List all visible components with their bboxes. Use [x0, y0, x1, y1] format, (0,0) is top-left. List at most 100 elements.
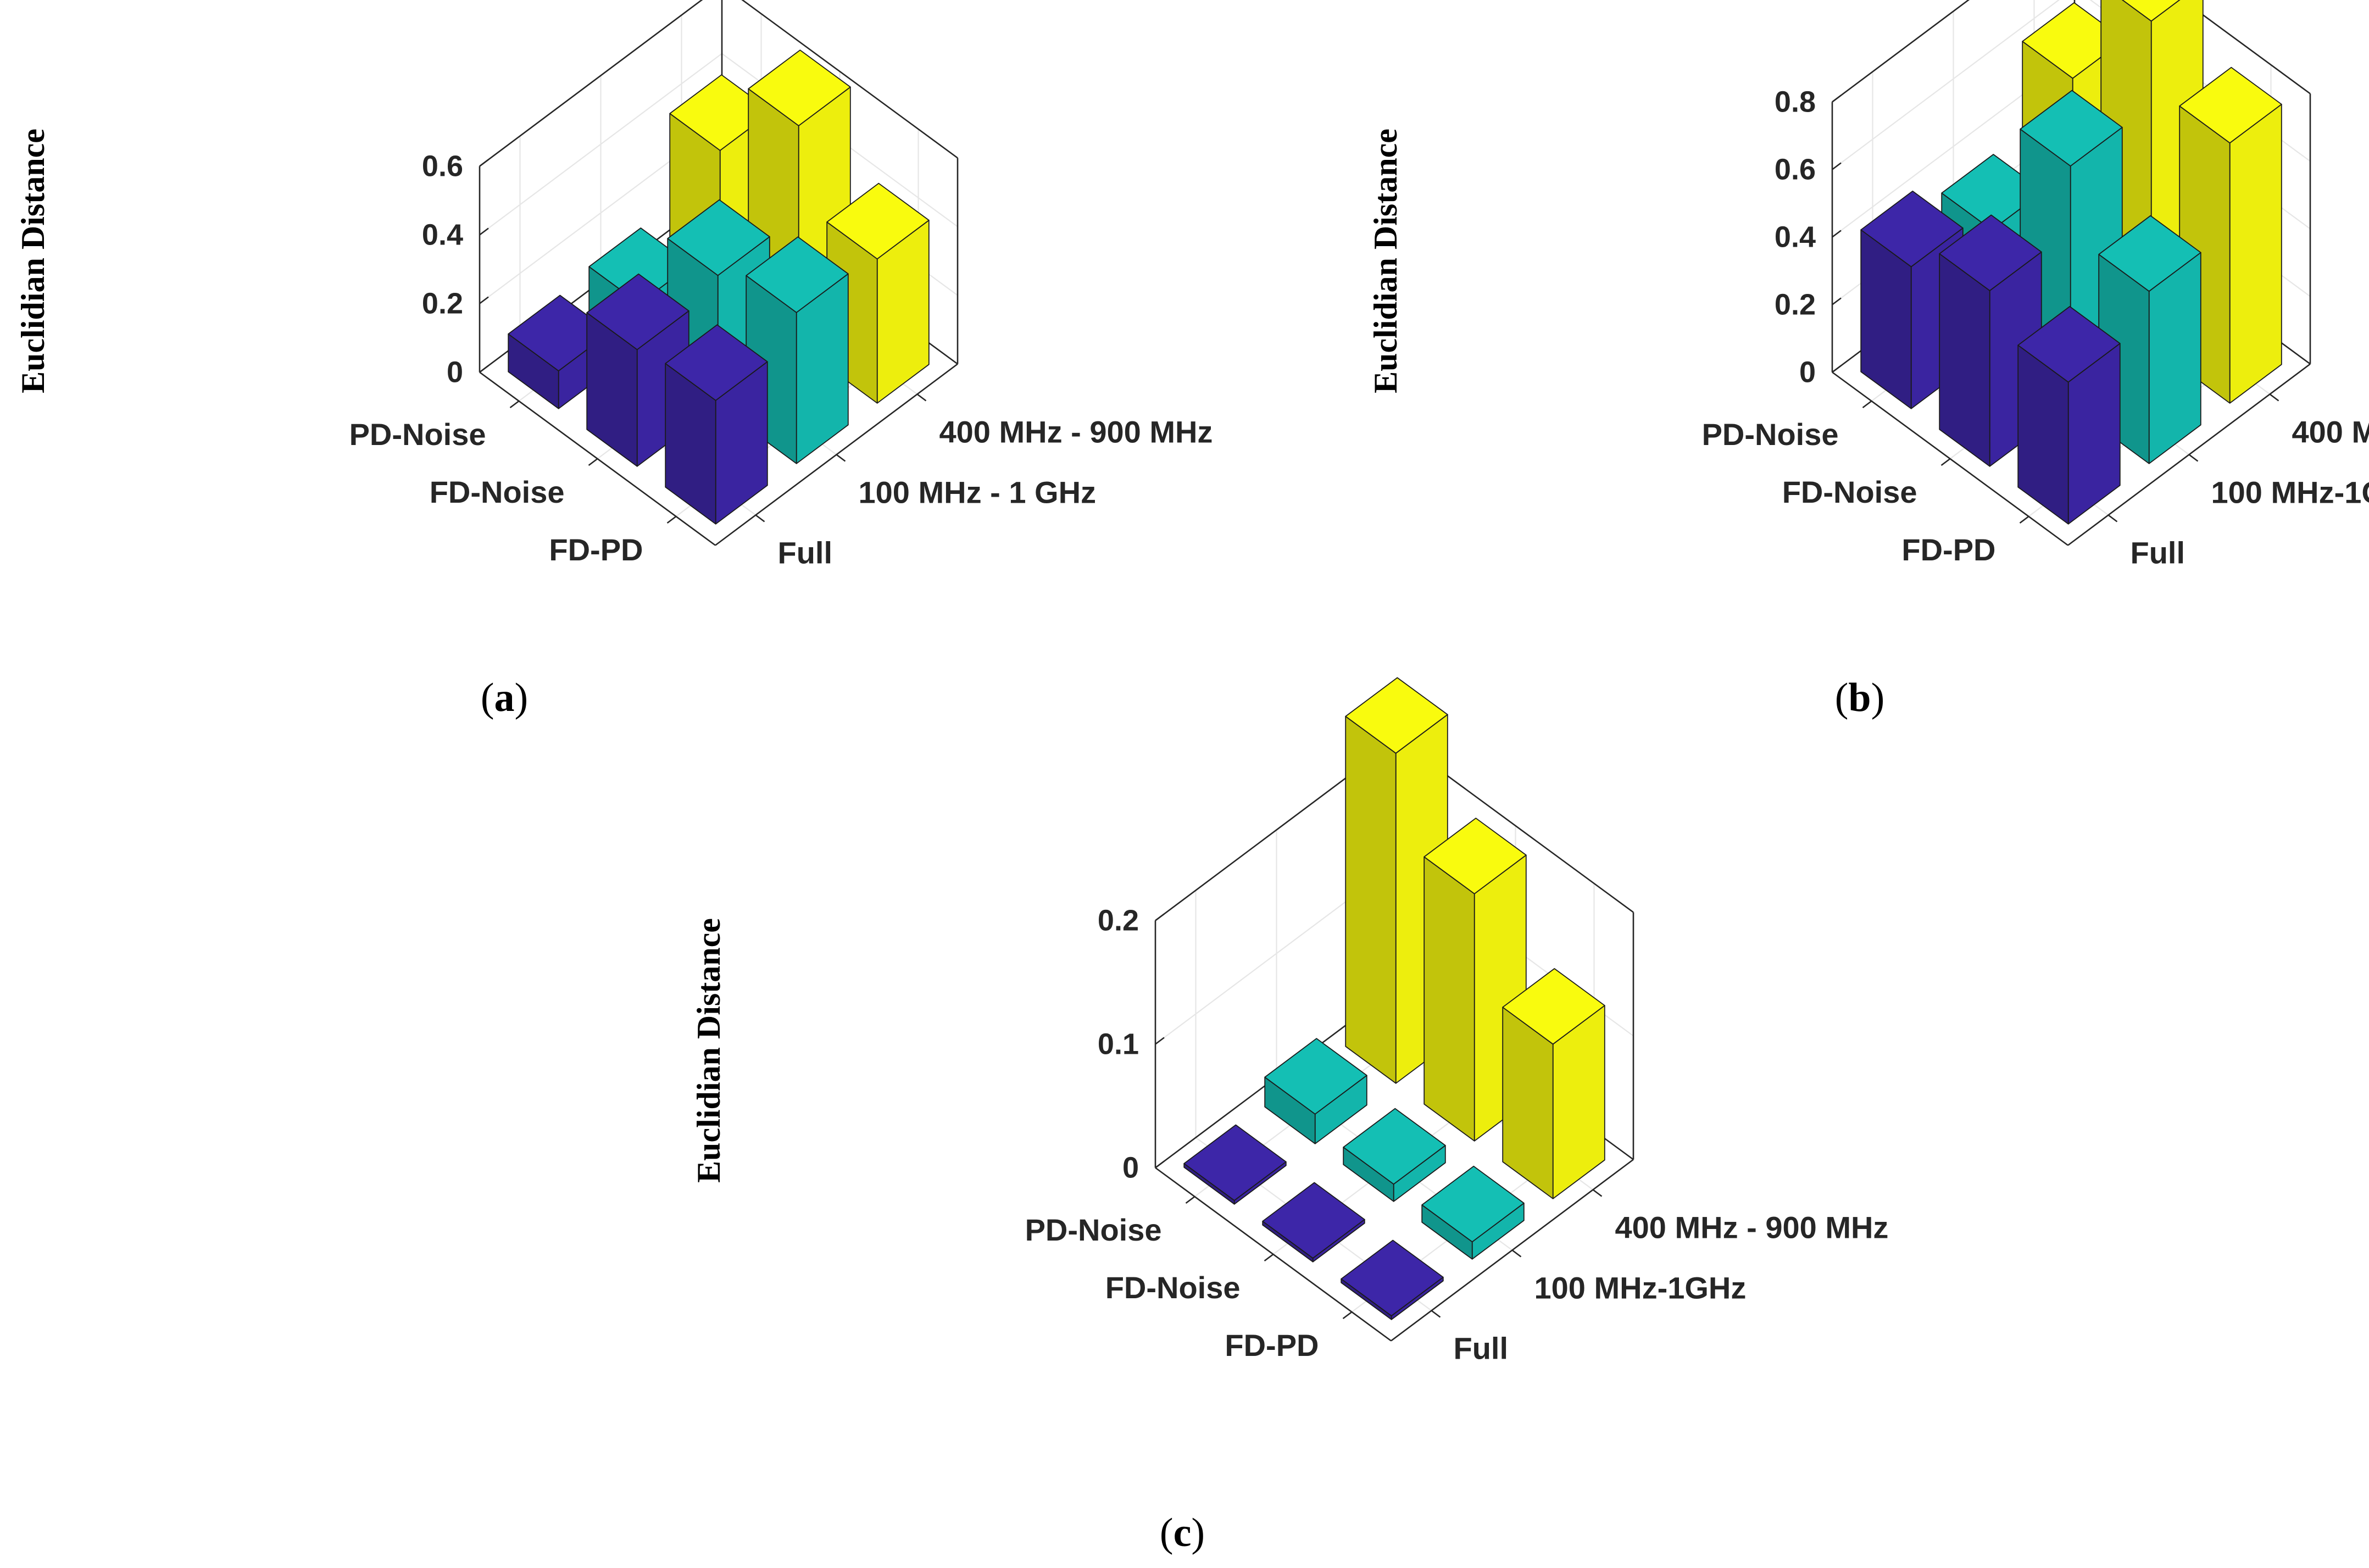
bar-PD-Noise-Full	[1183, 1124, 1287, 1205]
z-tick-mark	[1155, 1037, 1165, 1045]
chart-c: 0 0.1 0.2 FD-PD FD-Noise PD-Noise Full 100 MH…	[691, 677, 1888, 1555]
z-tick-label: 0.1	[1098, 1028, 1139, 1061]
band-tick-mark	[2107, 514, 2118, 522]
bar-front-face	[2229, 103, 2282, 404]
bar-FD-PD-100 MHz-1GHz	[2098, 215, 2201, 464]
pair-label: PD-Noise	[1025, 1213, 1162, 1247]
chart-a: 0 0.2 0.4 0.6 FD-PD FD-Noise PD-Noise Full 100…	[15, 0, 1213, 720]
pair-label: FD-PD	[1901, 532, 1995, 567]
band-tick-mark	[1431, 1310, 1441, 1318]
z-tick-label: 0	[1122, 1152, 1139, 1185]
wall-grid-line	[1832, 0, 2060, 170]
bar-top-face	[2017, 306, 2121, 383]
wall-grid-line	[479, 53, 722, 236]
band-tick-mark	[916, 393, 927, 402]
chart-c-z-axis-label: Euclidian Distance	[691, 918, 727, 1183]
bar-FD-PD-100 MHz-1GHz	[1421, 1165, 1525, 1260]
bar-FD-PD-400 MHz - 900 MHz	[1502, 968, 1605, 1199]
z-tick-label: 0.6	[1775, 153, 1816, 186]
z-tick-label: 0	[1799, 356, 1816, 389]
bar-top-face	[586, 273, 689, 351]
pair-label: PD-Noise	[349, 417, 486, 452]
band-label: Full	[2131, 536, 2186, 570]
chart-a-pair-labels: FD-PD FD-Noise PD-Noise	[349, 400, 677, 567]
bar-top-face	[746, 236, 849, 313]
chart-a-band-labels: Full 100 MHz - 1 GHz 400 MHz - 900 MHz	[755, 393, 1213, 570]
wall-top-line	[1832, 0, 1970, 103]
pair-label: FD-PD	[549, 532, 643, 567]
pair-label: FD-Noise	[430, 475, 565, 509]
z-tick-label: 0.4	[1775, 221, 1816, 254]
band-label: 100 MHz - 1 GHz	[859, 475, 1097, 510]
bar-top-face	[1423, 818, 1527, 894]
pair-label: FD-Noise	[1105, 1270, 1241, 1305]
z-tick-mark	[479, 227, 489, 236]
bar-top-face	[1421, 1165, 1525, 1243]
pair-tick-mark	[1862, 400, 1872, 409]
z-tick-label: 0.2	[1098, 904, 1139, 937]
chart-b-bars	[1860, 0, 2282, 525]
chart-a-z-axis-label: Euclidian Distance	[15, 129, 51, 393]
chart-a-bars	[508, 49, 930, 525]
bar-top-face	[1264, 1038, 1367, 1115]
band-label: Full	[1454, 1331, 1509, 1366]
bar-side-face	[1345, 716, 1397, 1084]
band-label: 100 MHz-1GHz	[2211, 475, 2369, 510]
bar-FD-PD-Full	[2017, 306, 2121, 525]
pair-label: PD-Noise	[1702, 417, 1839, 452]
chart-b-pair-labels: FD-PD FD-Noise PD-Noise	[1702, 400, 2029, 567]
bar-top-face	[1262, 1182, 1365, 1259]
chart-c-pair-labels: FD-PD FD-Noise PD-Noise	[1025, 1196, 1353, 1363]
wall-top-line	[479, 0, 703, 167]
chart-b-caption: (b)	[1835, 675, 1884, 720]
band-tick-mark	[1511, 1249, 1522, 1258]
pair-tick-mark	[1940, 458, 1951, 466]
band-label: 100 MHz-1GHz	[1534, 1271, 1747, 1305]
bar-top-face	[2020, 90, 2123, 167]
z-tick-label: 0.4	[422, 219, 463, 252]
band-tick-mark	[1592, 1189, 1603, 1197]
chart-b-z-axis-label: Euclidian Distance	[1367, 129, 1404, 393]
chart-b-caption-letter: b	[1848, 675, 1871, 720]
pair-tick-mark	[2019, 515, 2029, 524]
bar-FD-PD-100 MHz - 1 GHz	[746, 236, 849, 464]
bar-top-face	[1502, 968, 1605, 1045]
chart-b-z-ticks: 0 0.2 0.4 0.6 0.8	[1775, 86, 1842, 389]
pair-label: FD-PD	[1225, 1328, 1319, 1363]
chart-c-band-labels: Full 100 MHz-1GHz 400 MHz - 900 MHz	[1431, 1189, 1888, 1366]
chart-b-band-labels: Full 100 MHz-1GHz 400 MHz - 900 MHz	[2107, 393, 2369, 570]
bar-top-face	[1183, 1124, 1287, 1201]
bar-top-face	[2179, 66, 2282, 144]
bar-FD-PD-Full	[665, 324, 768, 525]
z-tick-mark	[1832, 230, 1842, 238]
chart-c-z-ticks: 0 0.1 0.2	[1098, 904, 1165, 1185]
bar-top-face	[826, 182, 930, 260]
bar-top-face	[1343, 1108, 1446, 1185]
chart-c-caption: (c)	[1160, 1510, 1205, 1555]
bar-PD-Noise-100 MHz-1GHz	[1264, 1038, 1367, 1144]
bar-top-face	[2121, 0, 2181, 22]
bar-FD-PD-400 MHz - 900 MHz	[2179, 66, 2282, 404]
chart-a-caption: (a)	[481, 675, 528, 720]
z-tick-label: 0.2	[1775, 288, 1816, 321]
z-tick-mark	[1832, 162, 1842, 170]
chart-b: 0 0.2 0.4 0.6 0.8 FD-PD FD-Noise PD-Noise Full…	[1367, 0, 2369, 720]
bar-top-face	[2098, 215, 2201, 292]
bar-top-face	[667, 199, 770, 276]
z-tick-label: 0.6	[422, 150, 463, 183]
band-label: 400 MHz - 900 MHz	[939, 415, 1213, 449]
bar-FD-Noise-100 MHz-1GHz	[1343, 1108, 1446, 1202]
bar-top-face	[1341, 1239, 1444, 1316]
bar-top-face	[665, 324, 768, 401]
pair-label: FD-Noise	[1782, 475, 1917, 509]
z-tick-mark	[479, 159, 489, 167]
bar-top-face	[1345, 677, 1448, 754]
pair-tick-mark	[588, 458, 598, 466]
pair-tick-mark	[1185, 1196, 1195, 1204]
band-tick-mark	[2188, 454, 2199, 462]
z-tick-label: 0.8	[1775, 86, 1816, 119]
chart-c-bars	[1183, 677, 1605, 1320]
z-tick-mark	[1832, 94, 1842, 103]
z-tick-label: 0	[447, 356, 463, 389]
